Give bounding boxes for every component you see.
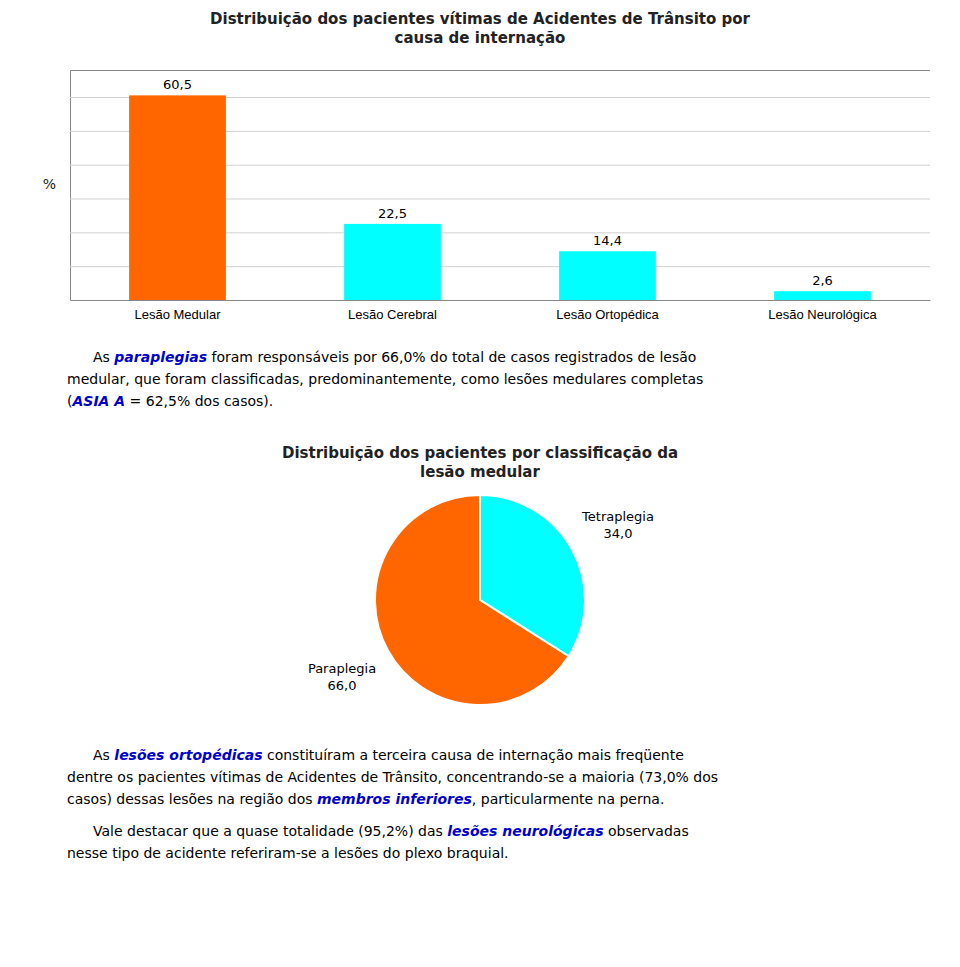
data-label: 60,5 [163,77,192,92]
slice-category: Tetraplegia [581,509,654,524]
annotation-line: nesse tipo de acidente referiram-se a le… [67,845,509,861]
x-tick: Lesão Neurológica [768,300,877,322]
bar [559,251,656,300]
x-tick-label: Lesão Medular [135,307,222,322]
annotation-highlight: lesões neurológicas [447,823,603,839]
annotation-text: medular, que foram classificadas, predom… [67,371,703,387]
title-line: Distribuição dos pacientes por classific… [282,444,678,462]
annotation-text: = 62,5% dos casos). [125,393,273,409]
y-tick [70,300,930,301]
annotation-text: As [93,747,114,763]
annotation-line: medular, que foram classificadas, predom… [67,371,703,387]
annotation-text: dentre os pacientes vítimas de Acidentes… [67,769,718,785]
page: Distribuição dos pacientes vítimas de Ac… [0,0,960,967]
slice-labels: Tetraplegia 34,0 Paraplegia 66,0 [308,509,654,693]
data-label: 34,0 [604,526,633,541]
bar [129,95,226,300]
annotation-line: dentre os pacientes vítimas de Acidentes… [67,769,718,785]
annotation-text: casos) dessas lesões na região dos [67,791,317,807]
slice-category: Paraplegia [308,661,376,676]
x-tick: Lesão Cerebral [348,300,437,322]
annotation-line: Vale destacar que a quase totalidade (95… [93,823,689,839]
annotation-text: constituíram a terceira causa de interna… [263,747,684,763]
title: Distribuição dos pacientes vítimas de Ac… [210,10,750,47]
x-tick-label: Lesão Neurológica [768,307,877,322]
y-axis-line [71,71,931,301]
bar [774,291,871,300]
x-axis: Lesão Medular Lesão Cerebral Lesão Ortopéd… [71,300,931,322]
annotation-highlight: paraplegias [113,349,207,365]
annotation-line: As lesões ortopédicas constituíram a ter… [93,747,684,763]
data-labels: 60,5 22,5 14,4 2,6 [163,77,833,288]
x-tick: Lesão Medular [135,300,222,322]
title-line: Distribuição dos pacientes vítimas de Ac… [210,10,750,28]
annotation-highlight: membros inferiores [317,791,472,807]
annotation-text: , particularmente na perna. [472,791,665,807]
annotation-text: nesse tipo de acidente referiram-se a le… [67,845,509,861]
x-tick-label: Lesão Ortopédica [556,307,659,322]
annotation-text: foram responsáveis por 66,0% do total de… [207,349,696,365]
x-tick: Lesão Ortopédica [556,300,659,322]
y-axis-label: % [43,176,56,192]
title-line: causa de internação [395,29,566,47]
annotation-line: (ASIA A = 62,5% dos casos). [67,393,273,409]
annotation-line: As paraplegias foram responsáveis por 66… [93,349,696,365]
x-tick-label: Lesão Cerebral [348,307,437,322]
data-label: 2,6 [812,273,833,288]
annotation-text: Vale destacar que a quase totalidade (95… [93,823,447,839]
annotation-text: observadas [604,823,689,839]
bars [129,95,871,300]
annotation-highlight: lesões ortopédicas [114,747,262,763]
pie [375,495,585,705]
data-label: 66,0 [328,678,357,693]
annotation-text: As [93,349,114,365]
bar [344,224,441,300]
annotation-line: casos) dessas lesões na região dos membr… [67,791,664,807]
title-line: lesão medular [420,463,540,481]
data-label: 22,5 [378,206,407,221]
grid-line [70,300,930,301]
title: Distribuição dos pacientes por classific… [282,444,678,481]
x-axis-line [71,300,931,301]
slice [375,495,569,705]
y-axis [70,71,930,301]
annotation-highlight: ASIA A [71,393,125,409]
data-label: 14,4 [593,233,622,248]
